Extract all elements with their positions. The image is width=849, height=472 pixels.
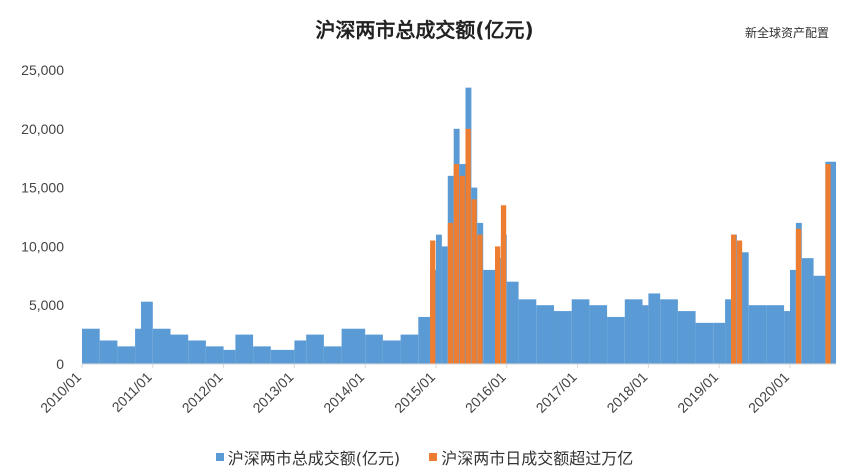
- x-tick-label: 2011/01: [109, 369, 156, 416]
- bar-over: [494, 246, 501, 364]
- x-tick-label: 2013/01: [249, 369, 296, 416]
- bar-total: [506, 281, 519, 364]
- legend-swatch-over: [429, 453, 438, 461]
- bar-total: [553, 311, 572, 364]
- legend-label-over: 沪深两市日成交额超过万亿: [441, 449, 634, 468]
- bar-total: [483, 269, 495, 364]
- x-tick-label: 2012/01: [179, 369, 226, 416]
- bar-over: [477, 234, 483, 364]
- bar-total: [99, 340, 118, 364]
- y-tick-label: 15,000: [21, 180, 64, 196]
- x-tick-label: 2019/01: [674, 369, 721, 416]
- bar-total: [117, 346, 136, 364]
- bar-total: [813, 275, 826, 364]
- legend-swatch-total: [215, 453, 224, 461]
- bar-total: [660, 299, 678, 364]
- bar-total: [435, 234, 442, 364]
- bar-over: [825, 164, 831, 364]
- bar-total: [713, 322, 726, 364]
- x-tick-label: 2010/01: [37, 369, 84, 416]
- bar-total: [725, 299, 731, 364]
- bar-total: [677, 311, 696, 364]
- bar-total: [270, 349, 295, 364]
- bar-over: [447, 222, 454, 364]
- bar-over: [465, 128, 471, 364]
- bar-total: [571, 299, 590, 364]
- bar-total: [341, 328, 366, 364]
- bar-total: [766, 305, 785, 364]
- x-tick-label: 2017/01: [533, 369, 580, 416]
- y-tick-label: 5,000: [29, 297, 64, 313]
- bar-total: [223, 349, 236, 364]
- bar-over: [730, 234, 737, 364]
- bar-total: [188, 340, 206, 364]
- bar-total: [624, 299, 643, 364]
- legend-item-total: 沪深两市总成交额(亿元): [215, 445, 401, 469]
- bar-total: [748, 305, 767, 364]
- bar-total: [736, 252, 749, 364]
- x-tick-label: 2014/01: [320, 369, 367, 416]
- y-tick-label: 25,000: [21, 62, 64, 78]
- bar-total: [323, 346, 342, 364]
- bar-total: [695, 322, 714, 364]
- bar-total: [170, 334, 189, 364]
- bar-total: [382, 340, 401, 364]
- legend-label-total: 沪深两市总成交额(亿元): [227, 449, 401, 468]
- bar-over: [430, 240, 436, 364]
- bar-total: [648, 293, 661, 364]
- x-tick-label: 2018/01: [603, 369, 650, 416]
- bar-total: [784, 311, 790, 364]
- bar-total: [294, 340, 307, 364]
- legend: 沪深两市总成交额(亿元) 沪深两市日成交额超过万亿: [0, 445, 849, 469]
- bar-total: [607, 316, 625, 364]
- bar-total: [205, 346, 224, 364]
- bar-total: [140, 301, 153, 364]
- bar-total: [801, 258, 814, 364]
- x-tick-label: 2016/01: [462, 369, 509, 416]
- bar-total: [642, 305, 649, 364]
- y-tick-label: 10,000: [21, 238, 64, 254]
- watermark-text: 新全球资产配置: [744, 26, 829, 40]
- bar-over: [453, 164, 459, 364]
- bar-total: [135, 328, 141, 364]
- bar-total: [518, 299, 537, 364]
- x-tick-label: 2020/01: [745, 369, 792, 416]
- y-tick-label: 0: [56, 356, 64, 372]
- bar-total: [400, 334, 419, 364]
- bar-total: [789, 269, 796, 364]
- y-tick-label: 20,000: [21, 121, 64, 137]
- bar-total: [589, 305, 608, 364]
- bar-total: [82, 328, 100, 364]
- bar-total: [306, 334, 324, 364]
- bar-over: [736, 240, 743, 364]
- bar-total: [235, 334, 254, 364]
- bar-total: [418, 316, 431, 364]
- bar-total: [152, 328, 171, 364]
- bar-over: [795, 228, 802, 364]
- legend-item-over: 沪深两市日成交额超过万亿: [429, 445, 633, 469]
- bar-over: [471, 199, 477, 364]
- bar-total: [365, 334, 383, 364]
- chart-title: 沪深两市总成交额(亿元): [315, 18, 534, 42]
- x-tick-label: 2015/01: [391, 369, 438, 416]
- bar-over: [459, 175, 465, 364]
- bar-total: [536, 305, 554, 364]
- bar-total: [441, 246, 448, 364]
- bar-total: [253, 346, 271, 364]
- bar-over: [500, 205, 507, 364]
